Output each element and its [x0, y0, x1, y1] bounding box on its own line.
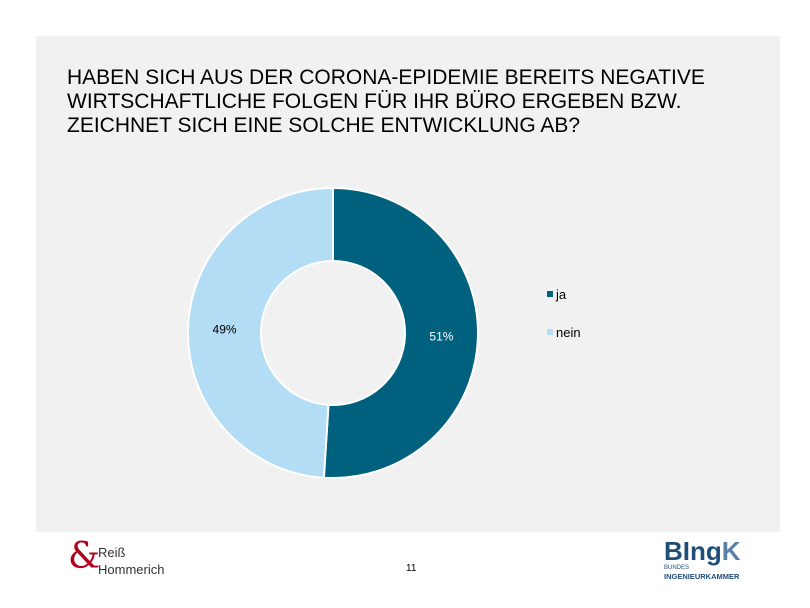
donut-slice-nein: [186, 186, 334, 479]
title-line-1: HABEN SICH AUS DER CORONA-EPIDEMIE BEREI…: [67, 66, 705, 89]
donut-label-ja: 51%: [429, 329, 453, 343]
title-line-2: WIRTSCHAFTLICHE FOLGEN FÜR IHR BÜRO ERGE…: [67, 90, 682, 113]
bingk-subtitle-2: INGENIEURKAMMER: [664, 572, 740, 581]
page-number: 11: [406, 563, 417, 574]
logo-text-reiss: Reiß: [98, 545, 126, 560]
donut-slice-ja: [322, 186, 479, 479]
legend-item-nein: nein: [547, 322, 581, 342]
bingk-k: K: [721, 536, 741, 566]
logo-text-hommerich: Hommerich: [98, 562, 165, 577]
title-line-3: ZEICHNET SICH EINE SOLCHE ENTWICKLUNG AB…: [67, 114, 581, 137]
legend-label-ja: ja: [556, 286, 567, 302]
legend-item-ja: ja: [547, 284, 581, 304]
donut-label-nein: 49%: [213, 323, 237, 337]
bingk-wordmark: BIngK: [664, 538, 764, 564]
legend-label-nein: nein: [556, 324, 581, 340]
bingk-logo: BIngK BUNDES INGENIEURKAMMER: [664, 538, 764, 581]
chart-legend: ja nein: [547, 284, 581, 360]
slide-title: HABEN SICH AUS DER CORONA-EPIDEMIE BEREI…: [67, 66, 767, 138]
ampersand-logo-mark: &: [68, 536, 101, 577]
bingk-main: BIng: [664, 536, 722, 566]
bingk-subtitle-1: BUNDES: [664, 565, 690, 571]
legend-swatch-ja: [547, 291, 553, 297]
legend-swatch-nein: [547, 329, 553, 335]
